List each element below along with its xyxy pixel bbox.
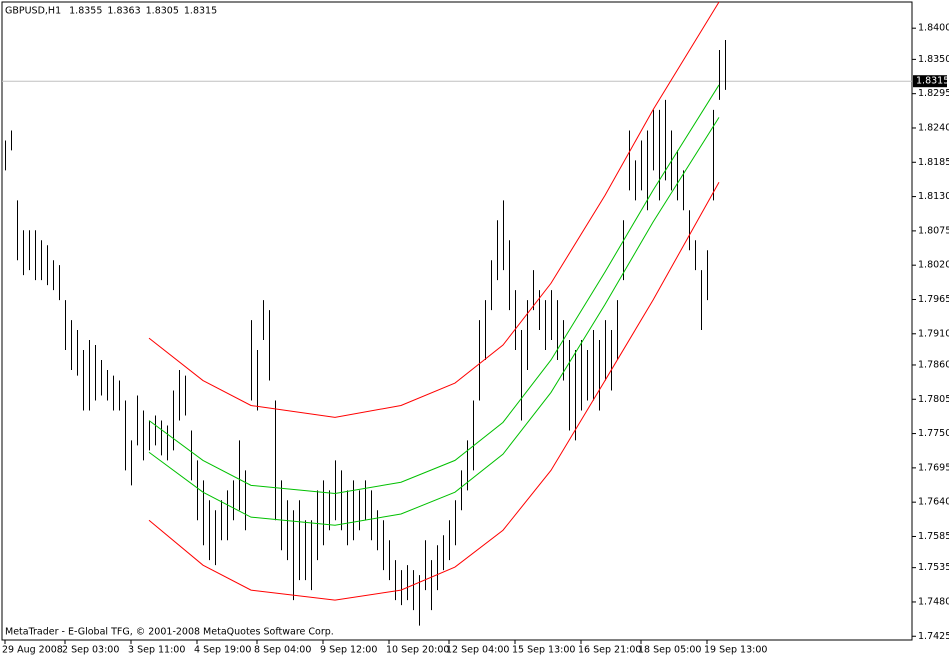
y-tick-label: 1.7640	[918, 497, 949, 508]
y-tick-label: 1.7695	[918, 462, 949, 473]
x-tick-label: 10 Sep 20:00	[386, 645, 449, 656]
header-value: 1.8315	[184, 6, 217, 17]
y-tick-label: 1.7535	[918, 562, 949, 573]
y-tick-label: 1.8185	[918, 157, 949, 168]
x-tick-label: 9 Sep 12:00	[320, 645, 377, 656]
last-price-label: 1.8315	[916, 76, 949, 87]
channel-line	[148, 117, 720, 526]
y-tick-label: 1.8350	[918, 54, 949, 65]
y-tick-label: 1.7965	[918, 294, 949, 305]
x-tick-label: 2 Sep 03:00	[62, 645, 119, 656]
x-tick-label: 12 Sep 04:00	[446, 645, 509, 656]
y-tick-label: 1.7480	[918, 596, 949, 607]
y-tick-label: 1.8075	[918, 225, 949, 236]
x-tick-label: 3 Sep 11:00	[128, 645, 185, 656]
last-price-box	[913, 75, 947, 88]
header-value: 1.8363	[107, 6, 140, 17]
y-tick-label: 1.8400	[918, 23, 949, 34]
y-tick-label: 1.7805	[918, 394, 949, 405]
header-value: 1.8305	[146, 6, 179, 17]
x-tick-label: 29 Aug 2008	[2, 645, 63, 656]
y-tick-label: 1.7585	[918, 531, 949, 542]
y-tick-label: 1.7750	[918, 428, 949, 439]
x-tick-label: 4 Sep 19:00	[194, 645, 251, 656]
y-tick-label: 1.8295	[918, 88, 949, 99]
y-tick-label: 1.8130	[918, 191, 949, 202]
footer: MetaTrader - E-Global TFG, © 2001-2008 M…	[5, 627, 334, 638]
x-tick-label: 19 Sep 13:00	[704, 645, 767, 656]
y-tick-label: 1.7860	[918, 359, 949, 370]
header-value: 1.8355	[69, 6, 102, 17]
channel-line	[148, 1, 720, 418]
y-tick-label: 1.8020	[918, 260, 949, 271]
channel-line	[148, 84, 720, 494]
channel-line	[148, 181, 720, 601]
plot-area	[1, 1, 913, 641]
y-tick-label: 1.7425	[918, 631, 949, 642]
x-tick-label: 16 Sep 21:00	[578, 645, 641, 656]
x-tick-label: 8 Sep 04:00	[254, 645, 311, 656]
x-tick-label: 18 Sep 05:00	[638, 645, 701, 656]
y-tick-label: 1.8240	[918, 122, 949, 133]
y-tick-label: 1.7910	[918, 328, 949, 339]
chart-title: GBPUSD,H1	[5, 6, 61, 17]
x-tick-label: 15 Sep 13:00	[512, 645, 575, 656]
